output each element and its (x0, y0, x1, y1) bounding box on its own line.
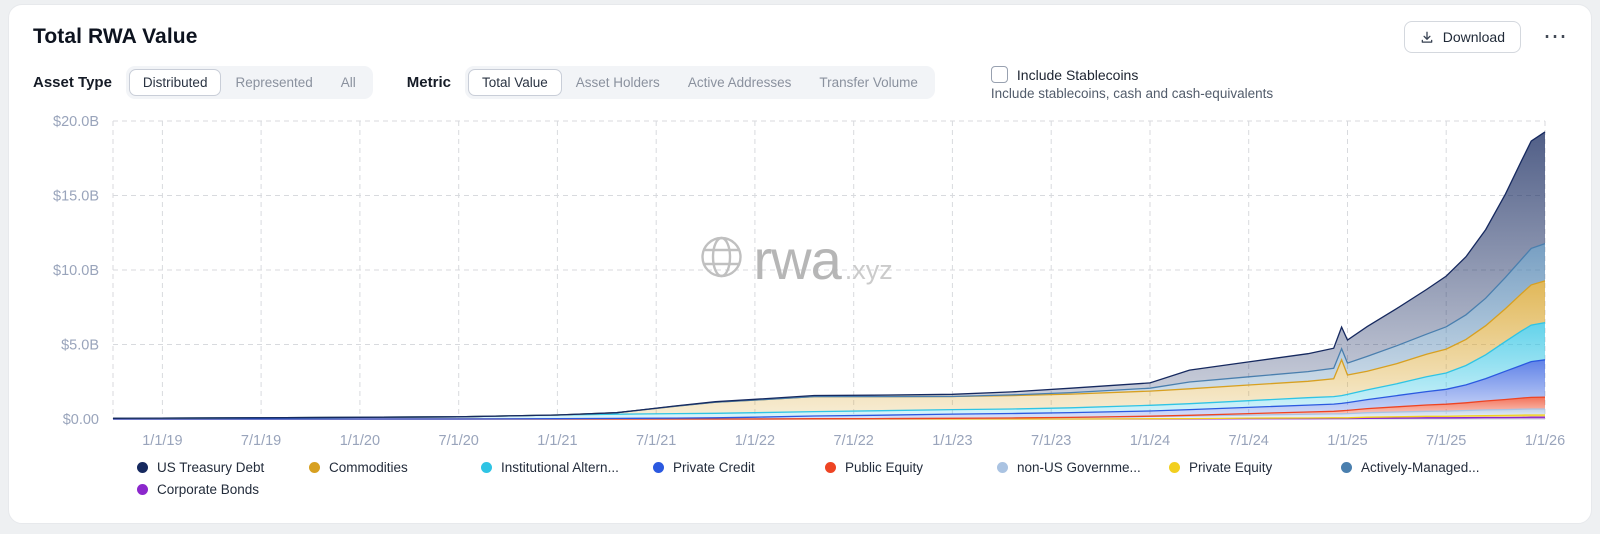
legend-label-public-equity: Public Equity (845, 460, 924, 475)
download-icon (1420, 30, 1434, 45)
legend-dot-private-equity (1169, 462, 1180, 473)
controls-bar: Asset Type Distributed Represented All Met… (33, 66, 1567, 101)
legend-label-actively-managed: Actively-Managed... (1361, 460, 1480, 475)
svg-text:7/1/20: 7/1/20 (439, 433, 479, 449)
total-rwa-value-card: Total RWA Value Download ⋯ Asset Type Di… (8, 4, 1592, 524)
svg-text:$5.0B: $5.0B (61, 338, 99, 354)
metric-label: Metric (406, 74, 451, 91)
asset-type-option-represented[interactable]: Represented (221, 69, 326, 96)
legend-dot-public-equity (825, 462, 836, 473)
legend-dot-non-us-governme (997, 462, 1008, 473)
download-label: Download (1442, 29, 1505, 45)
legend-label-private-credit: Private Credit (673, 460, 755, 475)
page-title: Total RWA Value (33, 25, 198, 48)
svg-text:7/1/25: 7/1/25 (1426, 433, 1466, 449)
legend-item-commodities[interactable]: Commodities (309, 460, 481, 475)
legend-item-actively-managed[interactable]: Actively-Managed... (1341, 460, 1513, 475)
svg-text:1/1/24: 1/1/24 (1130, 433, 1170, 449)
svg-text:7/1/21: 7/1/21 (636, 433, 676, 449)
metric-option-asset-holders[interactable]: Asset Holders (562, 69, 674, 96)
asset-type-group: Asset Type Distributed Represented All (33, 66, 373, 99)
metric-group: Metric Total Value Asset Holders Active Ad… (407, 66, 935, 99)
chart-legend: US Treasury Debt Commodities Institutional… (137, 460, 1567, 497)
asset-type-option-all[interactable]: All (327, 69, 370, 96)
svg-text:1/1/21: 1/1/21 (537, 433, 577, 449)
legend-dot-corporate-bonds (137, 484, 148, 495)
svg-text:$15.0B: $15.0B (53, 189, 99, 205)
metric-option-transfer-volume[interactable]: Transfer Volume (805, 69, 932, 96)
asset-type-label: Asset Type (33, 74, 112, 91)
legend-label-private-equity: Private Equity (1189, 460, 1273, 475)
svg-text:1/1/25: 1/1/25 (1327, 433, 1367, 449)
legend-item-us-treasury-debt[interactable]: US Treasury Debt (137, 460, 309, 475)
svg-text:7/1/19: 7/1/19 (241, 433, 281, 449)
svg-text:1/1/26: 1/1/26 (1525, 433, 1565, 449)
svg-text:7/1/22: 7/1/22 (834, 433, 874, 449)
legend-dot-commodities (309, 462, 320, 473)
svg-text:$20.0B: $20.0B (53, 114, 99, 130)
legend-dot-actively-managed (1341, 462, 1352, 473)
legend-dot-us-treasury-debt (137, 462, 148, 473)
include-stablecoins-label: Include Stablecoins (1016, 66, 1139, 83)
legend-dot-institutional-altern (481, 462, 492, 473)
svg-text:$10.0B: $10.0B (53, 263, 99, 279)
svg-text:1/1/23: 1/1/23 (932, 433, 972, 449)
rwa-stacked-area-chart[interactable]: $0.00 $5.0B $10.0B $15.0B $20.0B 1/1/19 7/1/19… (33, 109, 1569, 453)
legend-dot-private-credit (653, 462, 664, 473)
legend-label-institutional-altern: Institutional Altern... (501, 460, 619, 475)
metric-segmented-control: Total Value Asset Holders Active Addresses… (464, 66, 935, 99)
legend-item-private-credit[interactable]: Private Credit (653, 460, 825, 475)
svg-text:7/1/24: 7/1/24 (1229, 433, 1269, 449)
svg-text:$0.00: $0.00 (63, 412, 99, 428)
legend-item-non-us-governme[interactable]: non-US Governme... (997, 460, 1169, 475)
legend-label-corporate-bonds: Corporate Bonds (157, 482, 260, 497)
download-button[interactable]: Download (1403, 21, 1521, 53)
more-options-icon[interactable]: ⋯ (1543, 23, 1567, 50)
asset-type-option-distributed[interactable]: Distributed (128, 69, 222, 96)
legend-label-commodities: Commodities (329, 460, 408, 475)
svg-text:1/1/22: 1/1/22 (735, 433, 775, 449)
legend-item-private-equity[interactable]: Private Equity (1169, 460, 1341, 475)
svg-text:1/1/19: 1/1/19 (142, 433, 182, 449)
metric-option-active-addresses[interactable]: Active Addresses (674, 69, 806, 96)
svg-text:7/1/23: 7/1/23 (1031, 433, 1071, 449)
metric-option-total-value[interactable]: Total Value (467, 69, 562, 96)
card-header: Total RWA Value Download ⋯ (33, 21, 1567, 53)
legend-item-public-equity[interactable]: Public Equity (825, 460, 997, 475)
stablecoins-block: Include Stablecoins Include stablecoins,… (990, 66, 1274, 101)
asset-type-segmented-control: Distributed Represented All (125, 66, 373, 99)
legend-item-corporate-bonds[interactable]: Corporate Bonds (137, 482, 309, 497)
legend-label-us-treasury-debt: US Treasury Debt (157, 460, 265, 475)
include-stablecoins-checkbox[interactable] (990, 66, 1008, 83)
legend-label-non-us-governme: non-US Governme... (1017, 460, 1141, 475)
svg-text:1/1/20: 1/1/20 (340, 433, 380, 449)
chart-area[interactable]: $0.00 $5.0B $10.0B $15.0B $20.0B 1/1/19 7/1/19… (33, 109, 1567, 458)
include-stablecoins-sublabel: Include stablecoins, cash and cash-equiv… (990, 86, 1274, 101)
legend-item-institutional-altern[interactable]: Institutional Altern... (481, 460, 653, 475)
